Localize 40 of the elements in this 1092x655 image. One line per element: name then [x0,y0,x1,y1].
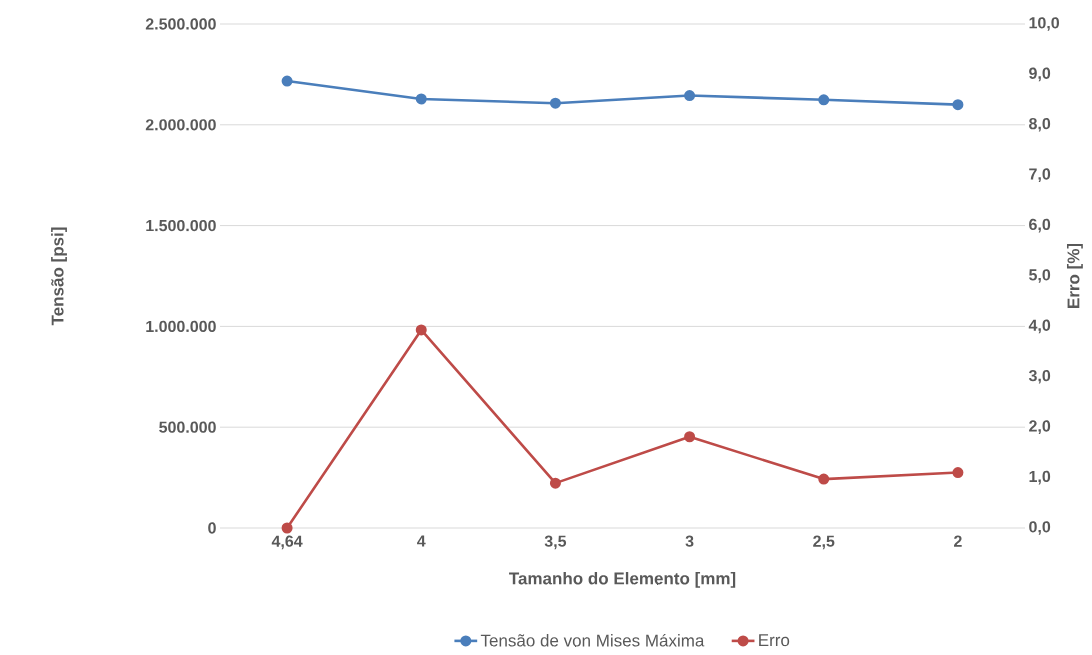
point [684,431,696,443]
legend-label: Tensão de von Mises Máxima [480,633,705,647]
x-tick-label: 2,5 [813,535,835,550]
point [281,522,293,534]
y-tick-label: 500.000 [159,421,216,433]
y2-tick-label: 8,0 [1029,117,1051,132]
point [415,324,427,336]
x-tick-label: 4 [417,535,426,547]
y2-tick-label: 0,0 [1029,521,1051,535]
y-tick-label: 1.000.000 [146,320,216,333]
y2-axis-title: Erro [%] [1066,243,1083,308]
y-axis-title: Tensão [psi] [51,227,67,326]
point [952,467,964,479]
y2-tick-label: 6,0 [1029,218,1051,233]
y2-tick-label: 5,0 [1029,269,1051,283]
point [415,93,427,105]
x-tick-label: 2 [954,535,962,547]
point [952,99,964,111]
y2-tick-label: 9,0 [1029,67,1051,82]
y-tick-label: 2.500.000 [145,18,216,30]
y-tick-label: 0 [208,522,216,534]
x-tick-label: 3,5 [544,535,567,550]
y-tick-label: 2.000.000 [145,119,216,131]
point [281,75,293,87]
y2-tick-label: 4,0 [1028,319,1051,334]
y2-tick-label: 1,0 [1029,470,1051,485]
y2-tick-label: 10,0 [1029,17,1060,31]
legend-label: Erro [759,634,790,647]
point [818,94,830,106]
x-axis-title: Tamanho do Elemento [mm] [509,571,736,588]
y2-tick-label: 7,0 [1029,168,1051,183]
point [684,90,696,102]
point [818,473,830,485]
x-tick-label: 4,64 [271,535,303,550]
y2-tick-label: 3,0 [1028,369,1051,384]
y2-tick-label: 2,0 [1029,420,1051,435]
x-tick-label: 3 [685,535,694,547]
y-tick-label: 1.500.000 [146,219,216,232]
point [549,97,561,109]
point [549,477,561,489]
